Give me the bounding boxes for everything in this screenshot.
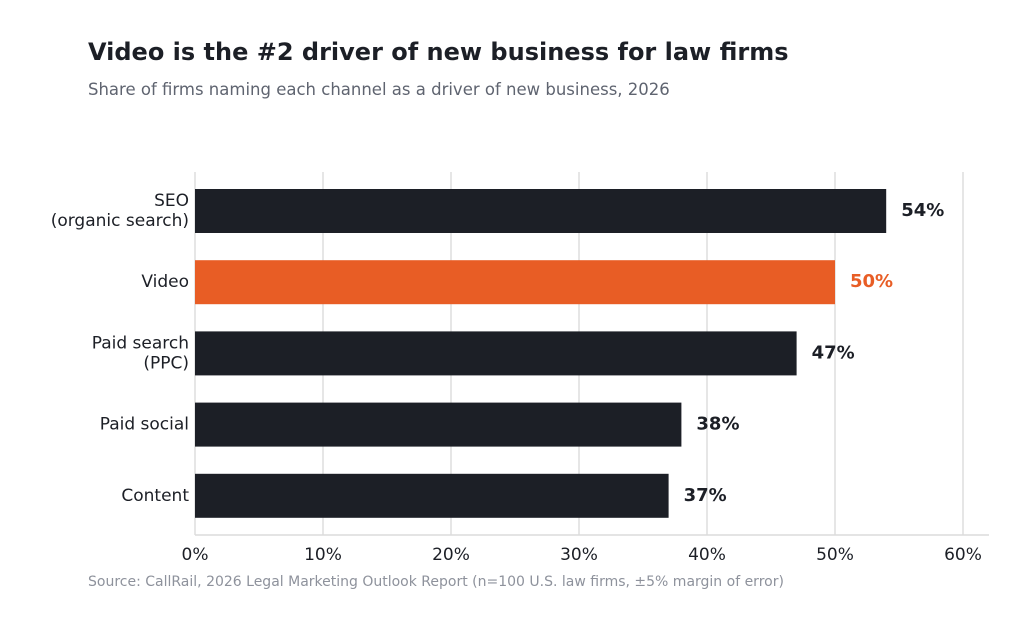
x-tick-label: 20% [432,545,470,565]
category-label: Paid search (PPC) [92,333,189,373]
x-tick-label: 0% [182,545,209,565]
category-label: Video [141,272,189,292]
data-label: 54% [901,200,944,221]
bar [195,402,682,447]
data-label: 50% [850,271,893,292]
x-tick-label: 50% [816,545,854,565]
labels: 0% 10% 20% 30% 40% 50% 60% 54% SEO (organic searc… [51,191,982,565]
bar [195,189,887,233]
x-tick-label: 30% [560,545,598,565]
bar [195,331,797,376]
x-tick-label: 40% [688,545,726,565]
bars [195,189,887,518]
category-label: Content [121,486,189,506]
chart-subtitle: Share of firms naming each channel as a … [88,80,670,99]
data-label: 37% [684,485,727,506]
category-label: Paid social [100,415,189,435]
category-label: SEO (organic search) [51,191,189,231]
data-label: 38% [696,414,739,435]
data-label: 47% [812,342,855,363]
chart-title: Video is the #2 driver of new business f… [88,38,789,66]
x-tick-label: 10% [304,545,342,565]
source-note: Source: CallRail, 2026 Legal Marketing O… [88,574,784,590]
x-tick-label: 60% [944,545,982,565]
bar [195,473,669,518]
bar [195,260,835,305]
